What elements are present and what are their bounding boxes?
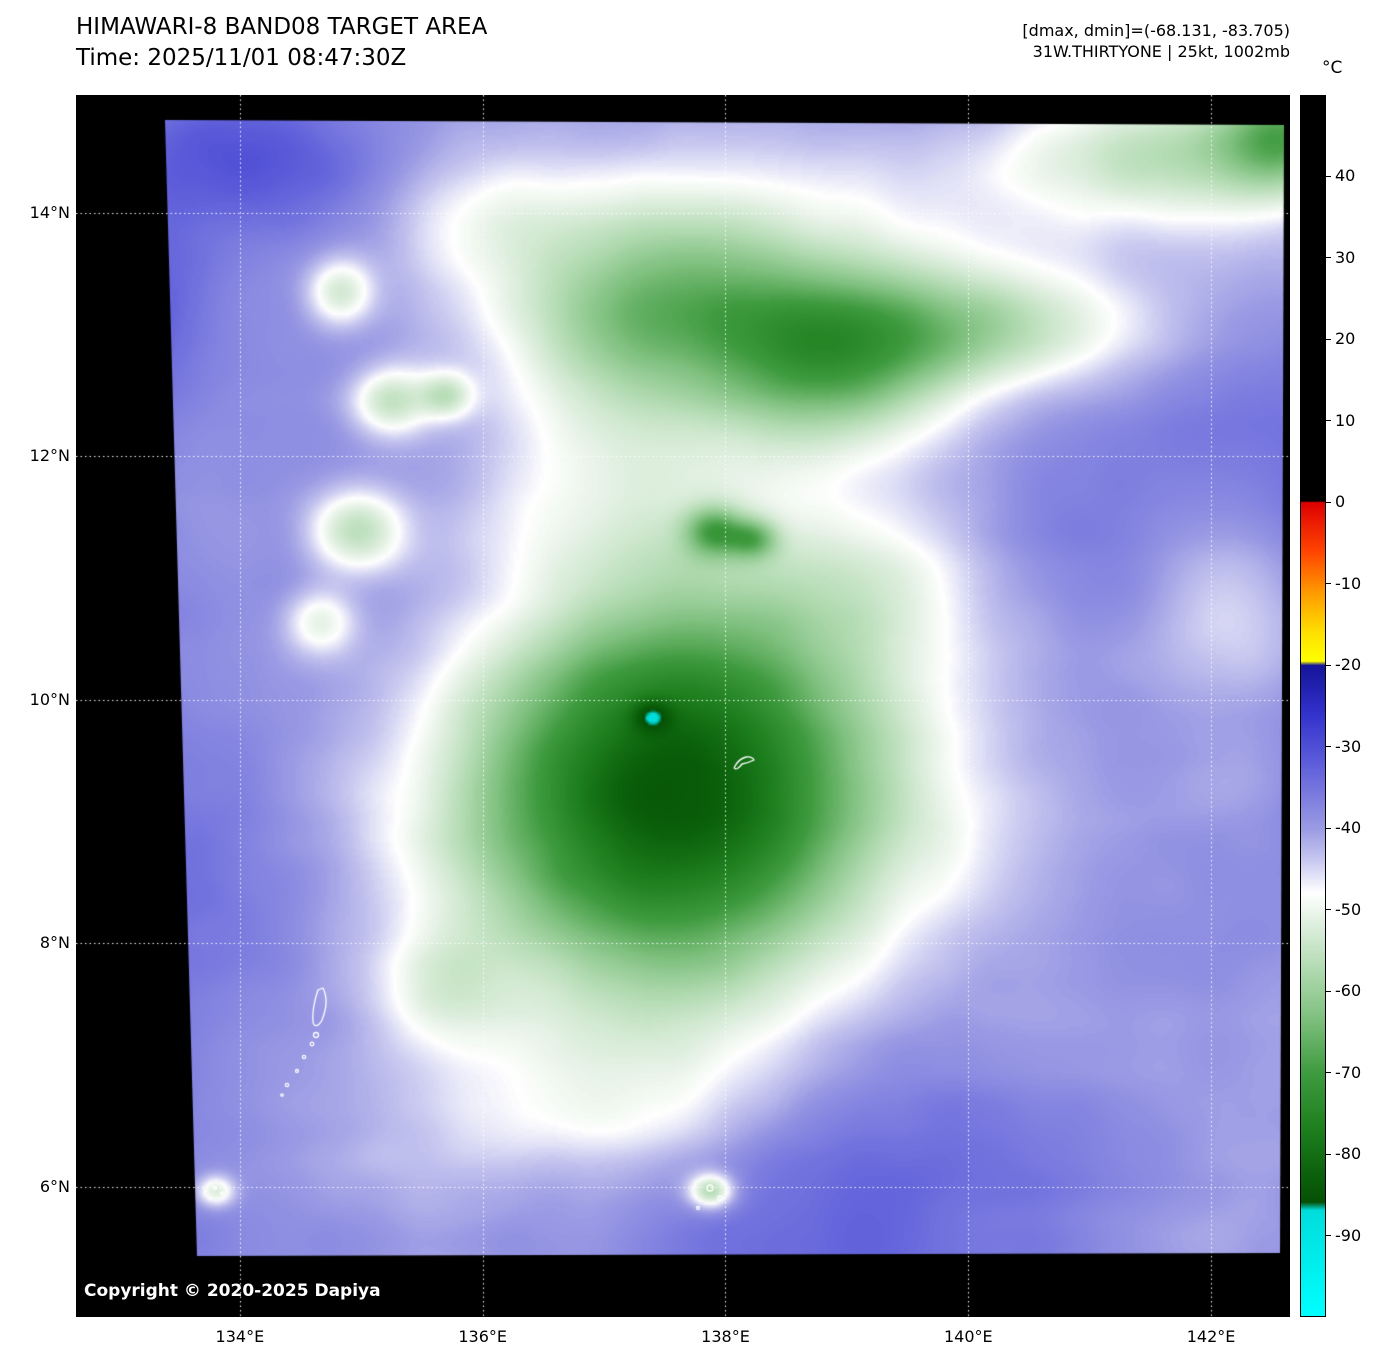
- colorbar-tick-mark: [1326, 746, 1331, 748]
- colorbar-tick-label: -50: [1335, 899, 1362, 919]
- longitude-label: 134°E: [215, 1327, 265, 1346]
- satellite-map: Copyright © 2020-2025 Dapiya: [76, 95, 1290, 1317]
- storm-info: 31W.THIRTYONE | 25kt, 1002mb: [1032, 42, 1290, 61]
- longitude-label: 138°E: [701, 1327, 750, 1346]
- colorbar-tick-label: -60: [1335, 981, 1362, 1001]
- colorbar-tick-label: 20: [1335, 329, 1356, 349]
- longitude-label: 136°E: [458, 1327, 508, 1346]
- colorbar-tick-mark: [1326, 664, 1331, 666]
- colorbar-tick-mark: [1326, 909, 1331, 911]
- colorbar-tick-mark: [1326, 1153, 1331, 1155]
- latitude-label: 8°N: [39, 933, 70, 953]
- latitude-label: 14°N: [29, 203, 70, 223]
- colorbar-tick-label: 40: [1335, 166, 1356, 186]
- colorbar-tick-mark: [1326, 583, 1331, 585]
- latitude-label: 6°N: [39, 1176, 70, 1196]
- colorbar-tick-label: 0: [1335, 492, 1346, 512]
- colorbar-unit-label: °C: [1322, 58, 1343, 78]
- colorbar-tick-label: -30: [1335, 736, 1362, 756]
- colorbar-tick-label: 30: [1335, 247, 1356, 267]
- colorbar-tick-mark: [1326, 990, 1331, 992]
- colorbar-tick-mark: [1326, 420, 1331, 422]
- page-title: HIMAWARI-8 BAND08 TARGET AREA: [76, 14, 488, 40]
- colorbar-tick-mark: [1326, 1072, 1331, 1074]
- header-right: [dmax, dmin]=(-68.131, -83.705) 31W.THIR…: [1022, 20, 1290, 62]
- colorbar-tick-mark: [1326, 338, 1331, 340]
- longitude-label: 140°E: [943, 1327, 993, 1346]
- dmax-dmin-readout: [dmax, dmin]=(-68.131, -83.705): [1022, 21, 1290, 40]
- satellite-imagery-canvas: [76, 95, 1290, 1317]
- timestamp: Time: 2025/11/01 08:47:30Z: [76, 45, 407, 71]
- colorbar: [1300, 95, 1326, 1317]
- colorbar-tick-mark: [1326, 827, 1331, 829]
- colorbar-tick-label: -70: [1335, 1062, 1362, 1082]
- colorbar-tick-label: -10: [1335, 573, 1362, 593]
- colorbar-tick-mark: [1326, 257, 1331, 259]
- latitude-label: 10°N: [29, 689, 70, 709]
- latitude-label: 12°N: [29, 446, 70, 466]
- colorbar-tick-label: -90: [1335, 1225, 1362, 1245]
- colorbar-tick-mark: [1326, 501, 1331, 503]
- title-block: HIMAWARI-8 BAND08 TARGET AREA Time: 2025…: [76, 12, 487, 74]
- colorbar-tick-mark: [1326, 175, 1331, 177]
- colorbar-tick-label: -20: [1335, 655, 1362, 675]
- longitude-label: 142°E: [1186, 1327, 1236, 1346]
- copyright-label: Copyright © 2020-2025 Dapiya: [84, 1281, 381, 1301]
- colorbar-tick-label: -40: [1335, 818, 1362, 838]
- colorbar-tick-label: -80: [1335, 1144, 1362, 1164]
- colorbar-tick-mark: [1326, 1235, 1331, 1237]
- colorbar-tick-label: 10: [1335, 410, 1356, 430]
